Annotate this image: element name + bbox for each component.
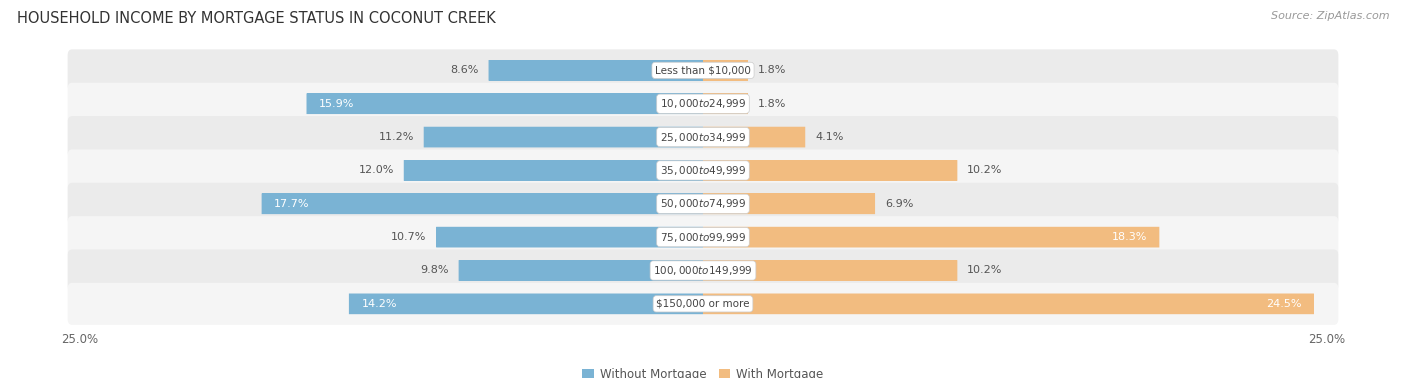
Text: 1.8%: 1.8% <box>758 65 786 75</box>
Text: 6.9%: 6.9% <box>884 199 914 209</box>
Text: 12.0%: 12.0% <box>359 166 394 175</box>
FancyBboxPatch shape <box>703 60 748 81</box>
Bar <box>703 60 748 81</box>
FancyBboxPatch shape <box>67 183 1339 225</box>
FancyBboxPatch shape <box>67 283 1339 325</box>
Text: 17.7%: 17.7% <box>274 199 309 209</box>
Text: 8.6%: 8.6% <box>450 65 478 75</box>
Bar <box>423 127 703 147</box>
Bar <box>404 160 703 181</box>
Text: $75,000 to $99,999: $75,000 to $99,999 <box>659 231 747 244</box>
FancyBboxPatch shape <box>67 50 1339 91</box>
Text: 14.2%: 14.2% <box>361 299 396 309</box>
Text: $100,000 to $149,999: $100,000 to $149,999 <box>654 264 752 277</box>
FancyBboxPatch shape <box>703 227 1160 248</box>
Text: $25,000 to $34,999: $25,000 to $34,999 <box>659 130 747 144</box>
Text: $150,000 or more: $150,000 or more <box>657 299 749 309</box>
Bar <box>703 93 748 114</box>
FancyBboxPatch shape <box>67 149 1339 191</box>
FancyBboxPatch shape <box>703 260 957 281</box>
Bar <box>703 127 806 147</box>
FancyBboxPatch shape <box>703 93 748 114</box>
Bar <box>703 227 1160 248</box>
FancyBboxPatch shape <box>703 293 1315 314</box>
Text: $10,000 to $24,999: $10,000 to $24,999 <box>659 97 747 110</box>
Text: 10.2%: 10.2% <box>967 166 1002 175</box>
Bar <box>262 194 703 214</box>
Bar <box>436 227 703 248</box>
Bar <box>703 260 957 281</box>
Text: 10.7%: 10.7% <box>391 232 426 242</box>
Text: 24.5%: 24.5% <box>1265 299 1302 309</box>
Legend: Without Mortgage, With Mortgage: Without Mortgage, With Mortgage <box>578 363 828 378</box>
FancyBboxPatch shape <box>423 127 703 147</box>
Text: 10.2%: 10.2% <box>967 265 1002 276</box>
FancyBboxPatch shape <box>488 60 703 81</box>
Text: Less than $10,000: Less than $10,000 <box>655 65 751 75</box>
Text: $50,000 to $74,999: $50,000 to $74,999 <box>659 197 747 210</box>
FancyBboxPatch shape <box>703 194 875 214</box>
Text: 11.2%: 11.2% <box>378 132 413 142</box>
Bar <box>703 194 875 214</box>
FancyBboxPatch shape <box>262 194 703 214</box>
FancyBboxPatch shape <box>67 83 1339 125</box>
FancyBboxPatch shape <box>404 160 703 181</box>
FancyBboxPatch shape <box>349 293 703 314</box>
Bar <box>307 93 703 114</box>
Text: 18.3%: 18.3% <box>1112 232 1147 242</box>
FancyBboxPatch shape <box>703 160 957 181</box>
FancyBboxPatch shape <box>458 260 703 281</box>
FancyBboxPatch shape <box>67 249 1339 291</box>
Text: 15.9%: 15.9% <box>319 99 354 109</box>
Text: $35,000 to $49,999: $35,000 to $49,999 <box>659 164 747 177</box>
Text: 4.1%: 4.1% <box>815 132 844 142</box>
FancyBboxPatch shape <box>436 227 703 248</box>
FancyBboxPatch shape <box>67 216 1339 258</box>
FancyBboxPatch shape <box>703 127 806 147</box>
Bar <box>703 293 1315 314</box>
Bar <box>703 160 957 181</box>
Bar <box>488 60 703 81</box>
FancyBboxPatch shape <box>307 93 703 114</box>
Text: 1.8%: 1.8% <box>758 99 786 109</box>
FancyBboxPatch shape <box>67 116 1339 158</box>
Text: 9.8%: 9.8% <box>420 265 449 276</box>
Text: HOUSEHOLD INCOME BY MORTGAGE STATUS IN COCONUT CREEK: HOUSEHOLD INCOME BY MORTGAGE STATUS IN C… <box>17 11 496 26</box>
Text: Source: ZipAtlas.com: Source: ZipAtlas.com <box>1271 11 1389 21</box>
Bar <box>458 260 703 281</box>
Bar <box>349 293 703 314</box>
